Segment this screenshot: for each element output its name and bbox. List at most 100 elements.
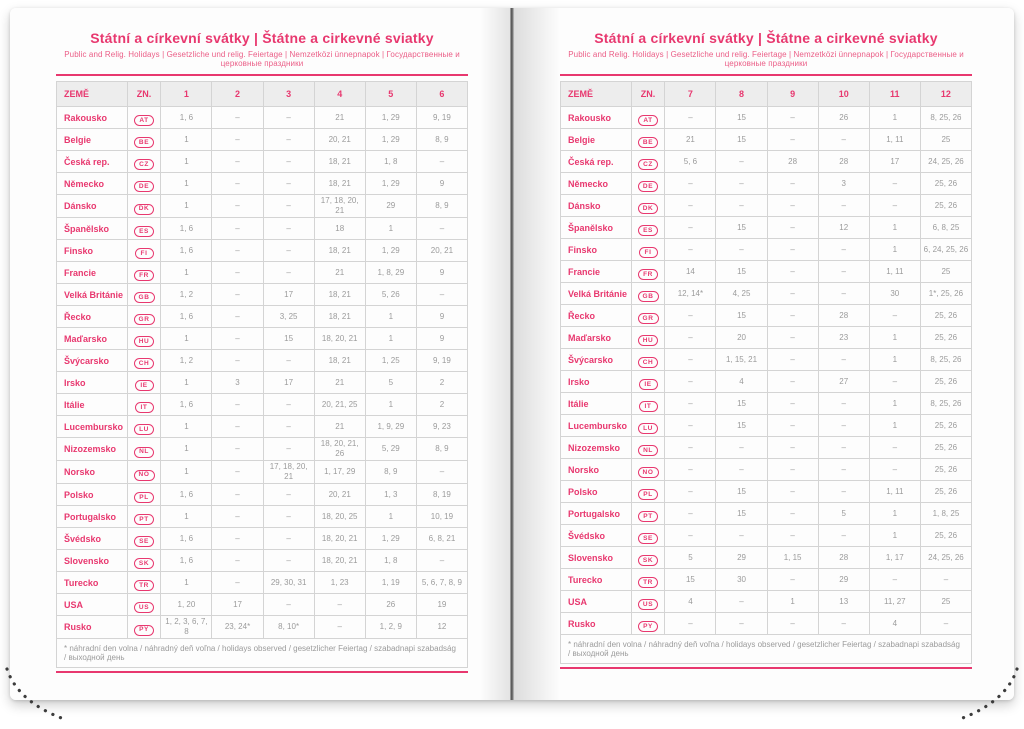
holiday-days-cell: 5, 29 <box>364 437 417 461</box>
holiday-days-cell: 28 <box>817 546 870 569</box>
holiday-days-cell: 25, 26 <box>919 480 973 503</box>
holiday-days-cell: – <box>766 260 819 283</box>
holiday-days-cell: – <box>868 172 921 195</box>
country-code-cell: IE <box>630 370 666 393</box>
holiday-days-cell: – <box>766 524 819 547</box>
holiday-days-cell: – <box>211 349 264 372</box>
country-code-badge: PY <box>638 621 658 632</box>
country-name: Itálie <box>560 392 632 415</box>
holiday-days-cell: – <box>817 348 870 371</box>
holiday-days-cell: 1 <box>868 348 921 371</box>
holiday-days-cell: 1 <box>160 415 213 438</box>
country-name: Velká Británie <box>560 282 632 305</box>
holiday-days-cell: – <box>262 172 315 195</box>
holiday-days-cell: – <box>211 217 264 240</box>
holiday-days-cell: 1 <box>364 393 417 416</box>
holiday-days-cell: 20, 21 <box>415 239 469 262</box>
country-code-badge: FR <box>134 270 154 281</box>
country-name: Velká Británie <box>56 283 128 306</box>
table-row: Francie FR 14 15– –1, 11 25 <box>560 260 973 283</box>
holiday-days-cell: 1, 17, 29 <box>313 460 366 484</box>
column-header: ZEMĚ <box>560 81 632 107</box>
country-code-cell: DE <box>630 172 666 195</box>
country-code-cell: SK <box>126 549 162 572</box>
holiday-days-cell: – <box>313 615 366 639</box>
holiday-days-cell: 1, 11 <box>868 480 921 503</box>
holiday-days-cell: – <box>868 436 921 459</box>
holiday-days-cell: 1, 6 <box>160 549 213 572</box>
country-code-badge: AT <box>134 115 154 126</box>
country-name: Lucembursko <box>560 414 632 437</box>
country-name: Řecko <box>560 304 632 327</box>
holiday-days-cell: – <box>766 238 819 261</box>
holiday-days-cell: – <box>766 216 819 239</box>
holiday-days-cell: 18, 21 <box>313 349 366 372</box>
country-code-badge: US <box>133 602 155 613</box>
holiday-days-cell: 25, 26 <box>919 414 973 437</box>
country-code-cell: GB <box>630 282 666 305</box>
country-code-badge: PL <box>638 489 658 500</box>
holiday-days-cell: 2 <box>415 371 469 394</box>
holiday-days-cell: – <box>262 349 315 372</box>
holiday-days-cell: 1, 8, 29 <box>364 261 417 284</box>
holiday-days-cell: 6, 8, 25 <box>919 216 973 239</box>
country-code-cell: CH <box>630 348 666 371</box>
country-code-cell: SE <box>126 527 162 550</box>
country-name: Řecko <box>56 305 128 328</box>
holiday-days-cell: – <box>664 348 717 371</box>
table-row: Turecko TR 15 30–29– – <box>560 568 973 591</box>
holiday-days-cell: 17 <box>262 283 315 306</box>
holiday-days-cell: – <box>868 568 921 591</box>
holiday-days-cell: – <box>715 194 768 217</box>
table-row: USA US 4–1 13 11, 27 25 <box>560 590 973 613</box>
holiday-days-cell: 1 <box>160 128 213 151</box>
country-name: Nizozemsko <box>560 436 632 459</box>
holiday-days-cell: 25 <box>919 590 973 613</box>
country-code-cell: AT <box>126 106 162 129</box>
holiday-days-cell: 23 <box>817 326 870 349</box>
holiday-days-cell: 28 <box>817 304 870 327</box>
holiday-days-cell: – <box>415 549 469 572</box>
column-header: 11 <box>868 81 921 107</box>
header-row: ZEMĚ ZN. 7 8 9 10 11 12 <box>560 81 973 107</box>
country-code-cell: FI <box>126 239 162 262</box>
country-code-badge: CH <box>133 358 155 369</box>
country-name: Švýcarsko <box>560 348 632 371</box>
country-name: Irsko <box>560 370 632 393</box>
table-row: Nizozemsko NL 1– –18, 20, 21, 26 5, 29 8, 9 <box>56 437 469 461</box>
holiday-days-cell: 18, 21 <box>313 150 366 173</box>
holiday-days-cell: 20, 21 <box>313 128 366 151</box>
holiday-days-cell: – <box>817 480 870 503</box>
holiday-days-cell: 18, 20, 25 <box>313 505 366 528</box>
table-row: Maďarsko HU –20–23 1 25, 26 <box>560 326 973 349</box>
table-row: Lucembursko LU 1– –21 1, 9, 29 9, 23 <box>56 415 469 438</box>
page-title: Státní a církevní svátky | Štátne a cirk… <box>594 30 938 46</box>
country-code-badge: PL <box>134 492 154 503</box>
country-code-cell: SK <box>630 546 666 569</box>
country-code-badge: NO <box>637 467 659 478</box>
holiday-days-cell: 18, 20, 21 <box>313 549 366 572</box>
holiday-days-cell: 1, 6 <box>160 239 213 262</box>
table-row: Belgie BE 1– –20, 21 1, 29 8, 9 <box>56 128 469 151</box>
country-code-cell: FR <box>630 260 666 283</box>
country-code-badge: DE <box>133 181 155 192</box>
country-name: Finsko <box>560 238 632 261</box>
holiday-days-cell: 1 <box>364 305 417 328</box>
country-code-badge: LU <box>638 423 658 434</box>
holiday-days-cell: 20, 21 <box>313 483 366 506</box>
holiday-days-cell: 1, 6 <box>160 393 213 416</box>
holiday-days-cell: – <box>664 436 717 459</box>
holiday-days-cell: 17 <box>868 150 921 173</box>
holiday-days-cell: – <box>817 414 870 437</box>
holiday-days-cell: 1, 8 <box>364 150 417 173</box>
holiday-days-cell: – <box>664 106 717 129</box>
holiday-days-cell: – <box>211 571 264 594</box>
holiday-days-cell: 11, 27 <box>868 590 921 613</box>
table-row: Švýcarsko CH 1, 2– –18, 21 1, 25 9, 19 <box>56 349 469 372</box>
table-row: Rusko PY – – – –4– <box>560 612 973 635</box>
country-code-badge: ES <box>134 226 154 237</box>
holiday-days-cell: 15 <box>262 327 315 350</box>
holiday-days-cell: – <box>664 326 717 349</box>
country-code-cell: CH <box>126 349 162 372</box>
country-name: USA <box>56 593 128 616</box>
